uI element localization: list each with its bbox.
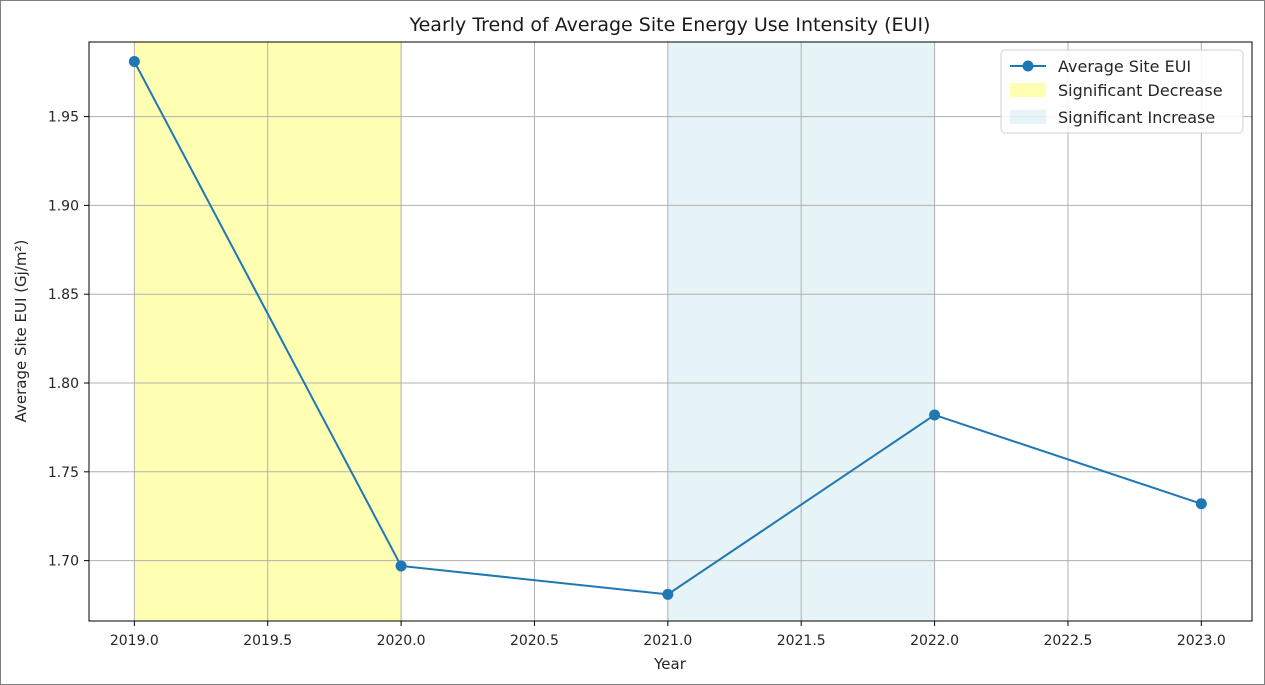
- x-tick-label: 2023.0: [1177, 633, 1226, 649]
- x-tick-label: 2022.0: [910, 633, 959, 649]
- x-tick-label: 2021.5: [777, 633, 826, 649]
- data-point: [1195, 498, 1207, 510]
- y-tick-label: 1.95: [48, 110, 79, 126]
- x-tick-label: 2020.5: [510, 633, 559, 649]
- legend-label: Significant Increase: [1058, 108, 1215, 127]
- x-tick-label: 2021.0: [643, 633, 692, 649]
- tick-layer: 2019.0 2019.5 2020.0 2020.5 2021.0 2021.5 2022…: [48, 110, 1226, 649]
- x-tick-label: 2022.5: [1043, 633, 1092, 649]
- data-point: [395, 560, 407, 572]
- legend-box: [1000, 49, 1244, 134]
- y-tick-label: 1.75: [48, 465, 79, 481]
- plot-area-border: [88, 41, 1253, 622]
- y-tick-label: 1.85: [48, 287, 79, 303]
- y-axis-label: Average Site EUI (Gj/m²): [12, 240, 30, 423]
- data-point: [929, 409, 941, 421]
- y-tick-label: 1.70: [48, 554, 79, 570]
- legend-span-swatch: [1010, 83, 1046, 97]
- legend-span-swatch: [1010, 110, 1046, 124]
- data-point: [662, 588, 674, 600]
- x-tick-label: 2019.5: [243, 633, 292, 649]
- x-axis-label: Year: [653, 655, 687, 673]
- legend-marker-swatch: [1022, 60, 1034, 72]
- series-layer: [128, 56, 1207, 600]
- legend-label: Significant Decrease: [1058, 81, 1223, 100]
- data-point: [128, 56, 140, 68]
- y-tick-label: 1.90: [48, 198, 79, 214]
- chart-title: Yearly Trend of Average Site Energy Use …: [409, 14, 931, 36]
- legend: Average Site EUI Significant Decrease Sign…: [1000, 49, 1244, 134]
- x-tick-label: 2019.0: [110, 633, 159, 649]
- x-tick-label: 2020.0: [377, 633, 426, 649]
- grid-layer: [89, 42, 1252, 621]
- legend-label: Average Site EUI: [1058, 57, 1191, 76]
- y-tick-label: 1.80: [48, 376, 79, 392]
